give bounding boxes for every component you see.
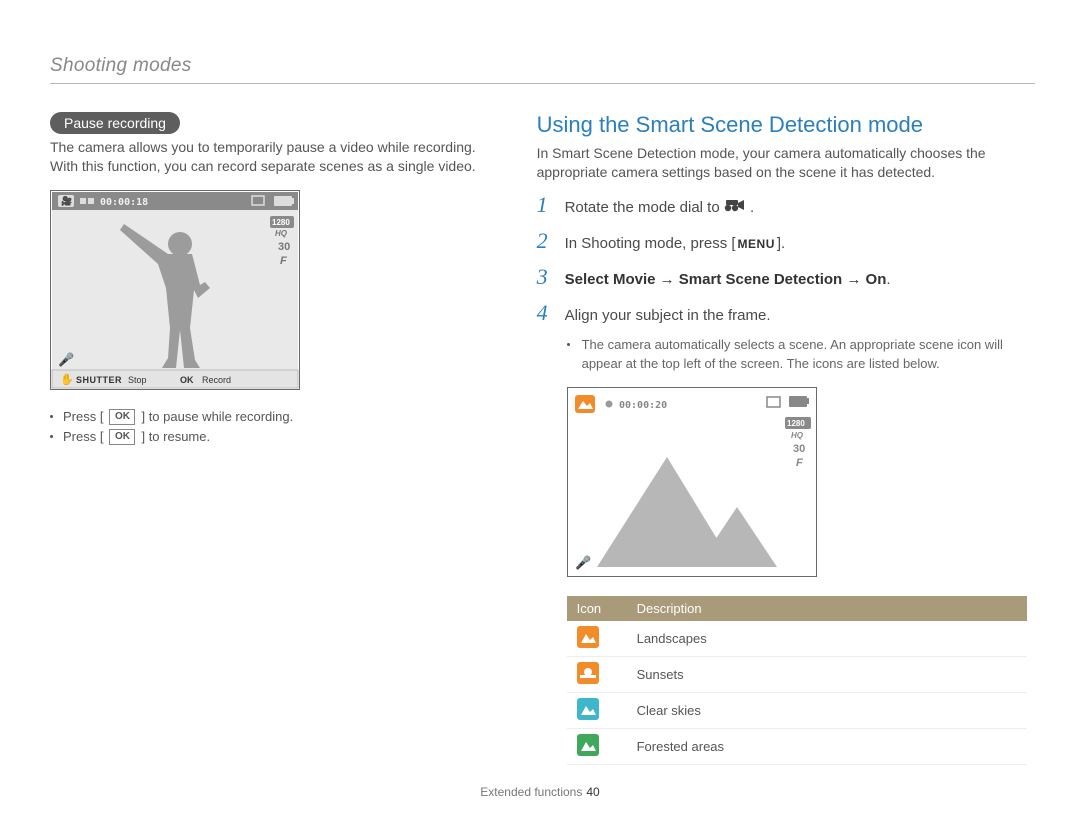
- table-header-icon: Icon: [567, 596, 627, 621]
- right-column: Using the Smart Scene Detection mode In …: [537, 112, 1035, 765]
- scene-icon: [577, 698, 599, 720]
- step-4-sub-bullet: The camera automatically selects a scene…: [567, 336, 1035, 372]
- camera-screen-scene: 00:00:20 1280 HQ 30 F 🎤: [567, 387, 1035, 582]
- menu-button-label: MENU: [736, 236, 777, 253]
- scene-icon: [577, 626, 599, 648]
- movie-mode-icon: [724, 197, 746, 218]
- pause-intro-text: The camera allows you to temporarily pau…: [50, 138, 489, 176]
- page-footer: Extended functions40: [0, 785, 1080, 799]
- svg-text:30: 30: [278, 241, 290, 253]
- table-row: Forested areas: [567, 728, 1027, 764]
- step-1: 1 Rotate the mode dial to .: [537, 192, 1035, 219]
- scene-icon: [577, 734, 599, 756]
- section-header: Shooting modes: [50, 55, 1035, 84]
- ok-button-label: OK: [109, 409, 135, 425]
- svg-text:HQ: HQ: [791, 431, 804, 440]
- step-3: 3 Select Movie → Smart Scene Detection →…: [537, 264, 1035, 290]
- bullet-list: Press [ OK ] to pause while recording. P…: [50, 409, 489, 445]
- scene-label: Clear skies: [627, 692, 1027, 728]
- scene-label: Landscapes: [627, 621, 1027, 657]
- svg-text:Record: Record: [202, 375, 231, 385]
- scene-label: Sunsets: [627, 656, 1027, 692]
- smart-scene-heading: Using the Smart Scene Detection mode: [537, 112, 1035, 138]
- svg-text:SHUTTER: SHUTTER: [76, 375, 122, 385]
- svg-text:30: 30: [793, 443, 805, 455]
- scene-icon: [577, 662, 599, 684]
- mic-icon: 🎤: [575, 554, 591, 570]
- two-column-layout: Pause recording The camera allows you to…: [50, 112, 1035, 765]
- ok-button-label: OK: [109, 429, 135, 445]
- svg-text:Stop: Stop: [128, 375, 147, 385]
- step-2: 2 In Shooting mode, press [MENU].: [537, 228, 1035, 254]
- svg-text:1280: 1280: [787, 419, 805, 428]
- steps-list: 1 Rotate the mode dial to . 2 In Shootin…: [537, 192, 1035, 327]
- scene-icon-table: Icon Description LandscapesSunsetsClear …: [567, 596, 1027, 765]
- left-column: Pause recording The camera allows you to…: [50, 112, 489, 765]
- table-row: Clear skies: [567, 692, 1027, 728]
- mic-icon: 🎤: [58, 351, 74, 367]
- video-icon: 🎥: [61, 195, 72, 206]
- svg-text:F: F: [796, 457, 803, 469]
- svg-text:00:00:20: 00:00:20: [619, 400, 667, 411]
- svg-text:HQ: HQ: [275, 229, 288, 238]
- smart-scene-intro: In Smart Scene Detection mode, your came…: [537, 144, 1035, 182]
- table-row: Landscapes: [567, 621, 1027, 657]
- bullet-resume: Press [ OK ] to resume.: [50, 429, 489, 445]
- table-row: Sunsets: [567, 656, 1027, 692]
- svg-text:1280: 1280: [272, 218, 290, 227]
- step-4: 4 Align your subject in the frame.: [537, 300, 1035, 326]
- hand-icon: ✋: [60, 373, 74, 386]
- svg-text:OK: OK: [180, 375, 194, 385]
- table-header-desc: Description: [627, 596, 1027, 621]
- scene-label: Forested areas: [627, 728, 1027, 764]
- bullet-pause: Press [ OK ] to pause while recording.: [50, 409, 489, 425]
- pause-recording-pill: Pause recording: [50, 112, 180, 134]
- timestamp-label: 00:00:18: [100, 197, 148, 208]
- svg-text:F: F: [280, 255, 287, 267]
- camera-screen-pause: 🎥 00:00:18 1280 HQ 30 F: [50, 190, 489, 395]
